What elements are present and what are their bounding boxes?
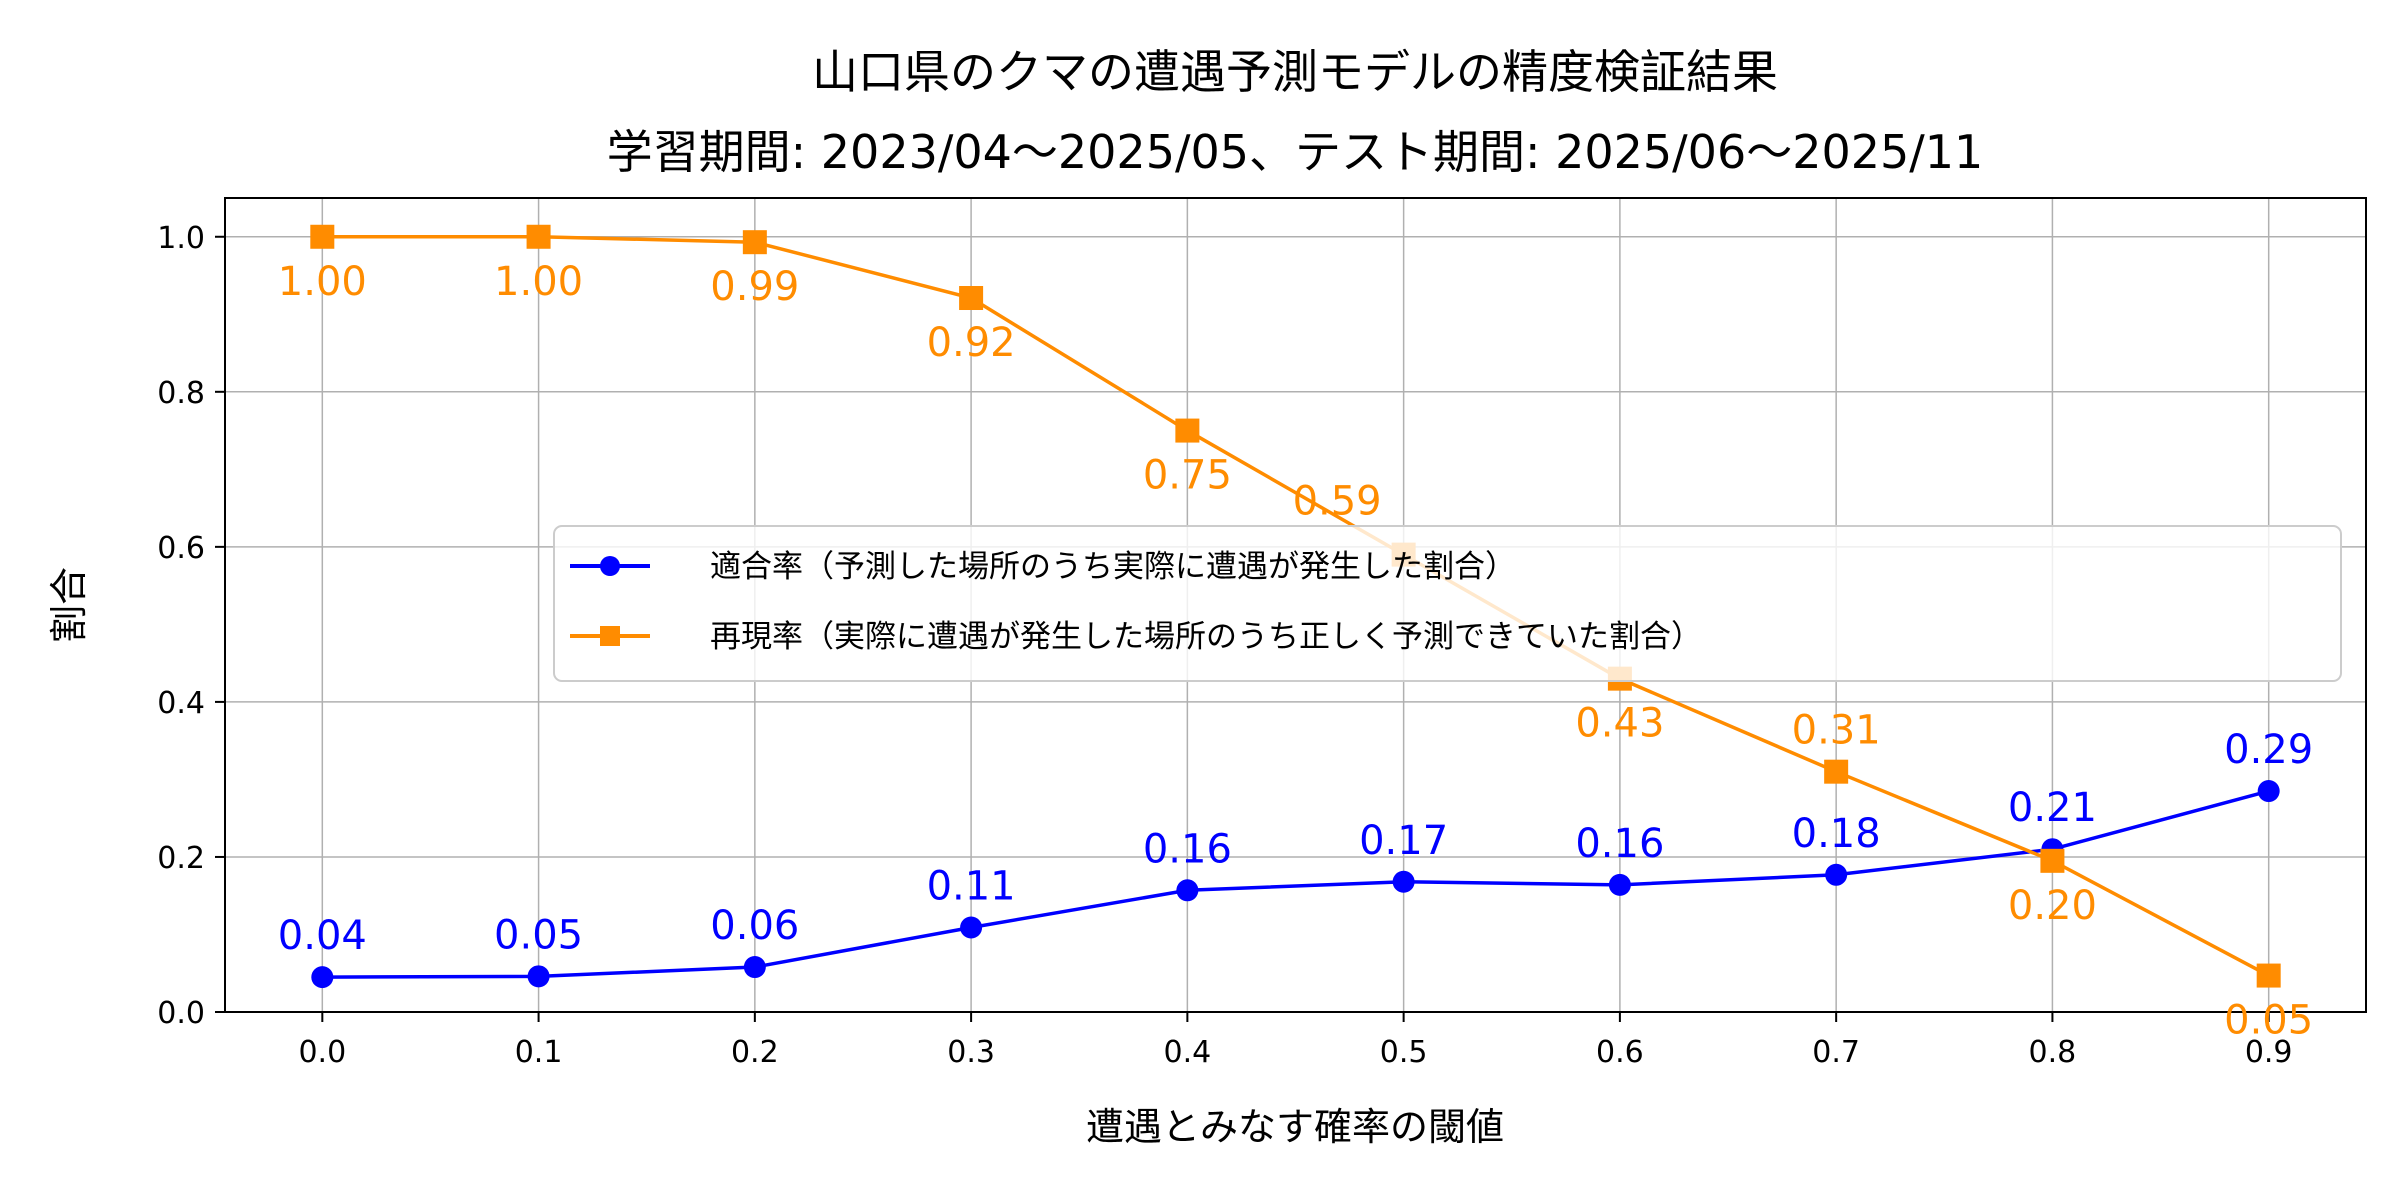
- x-tick-label: 0.6: [1596, 1035, 1644, 1070]
- chart-title: 山口県のクマの遭遇予測モデルの精度検証結果: [812, 45, 1778, 99]
- data-label: 0.16: [1143, 826, 1232, 872]
- data-label: 0.99: [710, 264, 799, 310]
- data-labels: 0.04 0.05 0.06 0.11 0.16 0.17 0.16 0.18 0.21 0.29…: [278, 259, 2313, 1044]
- chart-subtitle: 学習期間: 2023/04〜2025/05、テスト期間: 2025/06〜202…: [607, 125, 1984, 179]
- data-point-square: [1175, 418, 1200, 443]
- x-tick-label: 0.4: [1164, 1035, 1212, 1070]
- x-tick-label: 0.2: [731, 1035, 779, 1070]
- data-label: 0.18: [1792, 811, 1881, 857]
- data-label: 0.59: [1293, 479, 1382, 525]
- x-tick-label: 0.8: [2029, 1035, 2077, 1070]
- data-label: 1.00: [278, 259, 367, 305]
- x-tick-label: 0.7: [1812, 1035, 1860, 1070]
- legend-marker-square: [600, 626, 620, 646]
- data-label: 0.16: [1575, 821, 1664, 867]
- y-axis-label: 割合: [47, 567, 91, 643]
- y-tick-label: 0.8: [157, 376, 205, 411]
- y-tick-label: 0.6: [157, 531, 205, 566]
- data-point-circle: [1392, 870, 1415, 893]
- data-point-square: [2256, 963, 2281, 988]
- data-point-square: [742, 230, 767, 255]
- data-point-circle: [1825, 863, 1848, 886]
- legend-box: [553, 525, 2342, 682]
- data-label: 0.11: [927, 863, 1016, 909]
- data-label: 0.92: [927, 320, 1016, 366]
- x-axis-label: 遭遇とみなす確率の閾値: [1086, 1105, 1504, 1149]
- data-point-square: [526, 224, 551, 249]
- legend: 適合率（予測した場所のうち実際に遭遇が発生した割合） 再現率（実際に遭遇が発生し…: [553, 525, 2342, 682]
- y-tick-label: 0.4: [157, 686, 205, 721]
- data-label: 0.20: [2008, 883, 2097, 929]
- data-point-circle: [2257, 780, 2280, 803]
- legend-label-precision: 適合率（予測した場所のうち実際に遭遇が発生した割合）: [710, 549, 1516, 585]
- data-point-circle: [1608, 873, 1631, 896]
- plot-frame: [224, 197, 2367, 1013]
- y-tick-label: 1.0: [157, 221, 205, 256]
- x-tick-label: 0.3: [947, 1035, 995, 1070]
- data-label: 0.75: [1143, 453, 1232, 499]
- data-point-circle: [743, 956, 766, 979]
- x-tick-label: 0.9: [2245, 1035, 2293, 1070]
- data-point-circle: [1176, 879, 1199, 902]
- data-label: 1.00: [494, 259, 583, 305]
- data-label: 0.05: [2224, 998, 2313, 1044]
- data-point-square: [959, 286, 984, 311]
- x-tick-label: 0.0: [298, 1035, 346, 1070]
- legend-label-recall: 再現率（実際に遭遇が発生した場所のうち正しく予測できていた割合）: [710, 619, 1702, 655]
- data-label: 0.04: [278, 913, 367, 959]
- data-point-square: [310, 224, 335, 249]
- data-label: 0.17: [1359, 818, 1448, 864]
- data-point-square: [2040, 848, 2065, 873]
- y-tick-label: 0.0: [157, 996, 205, 1031]
- data-label: 0.31: [1792, 708, 1881, 754]
- data-label: 0.29: [2224, 727, 2313, 773]
- data-point-circle: [960, 916, 983, 939]
- data-label: 0.43: [1575, 701, 1664, 747]
- x-tick-label: 0.5: [1380, 1035, 1428, 1070]
- axis-ticks: 0.0 0.1 0.2 0.3 0.4 0.5 0.6 0.7 0.8 0.9 0.0 0.2 0.4 0…: [157, 221, 2292, 1070]
- data-label: 0.06: [710, 903, 799, 949]
- data-point-circle: [527, 965, 550, 988]
- x-tick-label: 0.1: [515, 1035, 563, 1070]
- series-line-recall: [322, 235, 2270, 978]
- legend-marker-circle: [600, 556, 620, 576]
- data-label: 0.05: [494, 912, 583, 958]
- series-line-precision: [322, 789, 2270, 979]
- data-label: 0.21: [2008, 785, 2097, 831]
- data-point-circle: [311, 966, 334, 989]
- data-point-square: [1824, 759, 1849, 784]
- y-tick-label: 0.2: [157, 841, 205, 876]
